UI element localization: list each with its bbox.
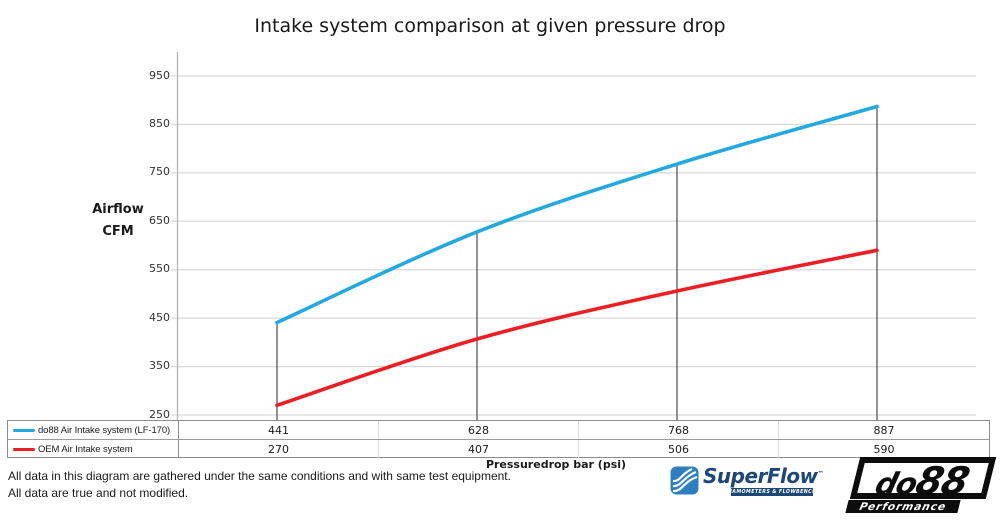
table-cell: 768	[579, 421, 779, 439]
superflow-logo: SuperFlow™ DYNAMOMETERS & FLOWBENCHES	[670, 464, 825, 502]
y-tick-label: 750	[149, 165, 170, 179]
legend-label-do88: do88 Air Intake system (LF-170)	[38, 424, 171, 436]
y-axis-title: Airflow CFM	[78, 199, 158, 243]
y-tick-label: 950	[149, 68, 170, 82]
y-tick-label: 350	[149, 359, 170, 373]
table-row: OEM Air Intake system 270 407 506 590	[8, 440, 989, 458]
trademark-symbol: ™	[817, 470, 824, 478]
table-cell: 590	[873, 442, 895, 456]
footnote-line1: All data in this diagram are gathered un…	[8, 469, 511, 483]
legend-cell-do88: do88 Air Intake system (LF-170)	[8, 421, 179, 439]
footnote-line2: All data are true and not modified.	[8, 486, 189, 500]
y-tick-label: 450	[149, 310, 170, 324]
do88-logo: do88 Performance	[843, 457, 997, 515]
series-line-oem	[275, 248, 879, 408]
superflow-waves-icon	[670, 466, 699, 495]
table-cell: 407	[379, 440, 579, 458]
superflow-tagline: DYNAMOMETERS & FLOWBENCHES	[719, 488, 825, 496]
y-tick-label: 550	[149, 262, 170, 276]
chart-title: Intake system comparison at given pressu…	[254, 15, 726, 37]
oem-series-swatch-icon	[13, 447, 35, 451]
legend-cell-oem: OEM Air Intake system	[8, 440, 179, 458]
y-axis-title-line2: CFM	[102, 224, 134, 239]
do88-tagline: Performance	[858, 500, 948, 513]
x-axis-caption: Pressuredrop bar (psi)	[485, 458, 627, 471]
series-line-do88	[275, 104, 879, 325]
table-cell: 506	[579, 440, 779, 458]
do88-series-swatch-icon	[13, 428, 35, 432]
y-axis-title-line1: Airflow	[92, 202, 144, 217]
do88-wordmark: do88	[871, 458, 974, 503]
y-tick-label: 250	[149, 407, 170, 421]
table-cell: 270	[179, 440, 379, 458]
y-tick-label: 650	[149, 213, 170, 227]
table-cell: 887	[873, 423, 895, 437]
table-row: do88 Air Intake system (LF-170) 441 628 …	[8, 421, 989, 440]
table-cell: 441	[179, 421, 379, 439]
do88-wordmark-box: do88	[849, 457, 997, 503]
footnotes: All data in this diagram are gathered un…	[8, 468, 511, 502]
superflow-wordmark: SuperFlow™	[703, 464, 824, 488]
data-table: do88 Air Intake system (LF-170) 441 628 …	[7, 420, 990, 458]
legend-label-oem: OEM Air Intake system	[38, 443, 133, 455]
y-tick-label: 850	[149, 116, 170, 130]
table-cell: 628	[379, 421, 579, 439]
do88-performance-bar: Performance	[845, 500, 961, 513]
